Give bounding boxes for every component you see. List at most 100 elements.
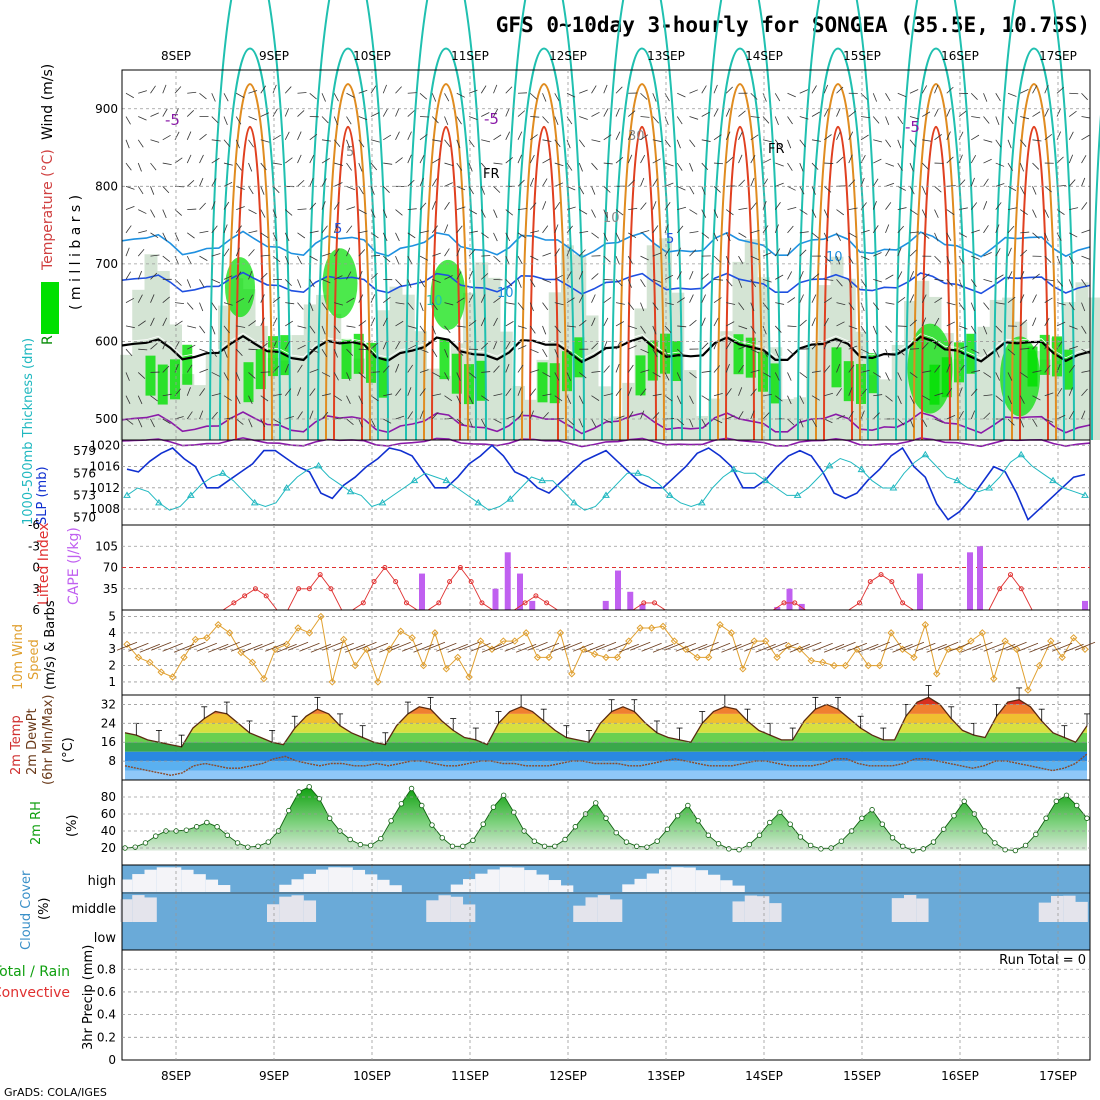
wind-barb	[970, 279, 977, 288]
wind-speed-marker	[237, 648, 245, 657]
wind-barb	[946, 302, 956, 306]
rh-marker	[593, 800, 599, 806]
wind-barb	[334, 302, 344, 306]
wind-barb	[603, 232, 608, 242]
contour-label: -5	[165, 111, 180, 129]
wind-ytick: 2	[108, 659, 116, 673]
temp-lobe	[1019, 125, 1049, 441]
wind-barb	[848, 154, 853, 164]
rh-shade-low	[891, 344, 905, 440]
wind-barb	[358, 162, 363, 172]
wind-barb	[922, 370, 932, 373]
wind-barb	[615, 302, 625, 305]
wind-barb	[223, 224, 228, 234]
wind-barb	[615, 255, 620, 265]
rh-marker	[490, 804, 497, 810]
ylabel-wind: Wind (m/s)	[40, 64, 56, 140]
wind-barb	[750, 92, 758, 100]
wind-barb	[971, 134, 980, 141]
cloud-mid-bar	[585, 897, 598, 922]
wind-barb	[1020, 231, 1030, 234]
rh-marker	[674, 813, 681, 819]
wind-speed-marker	[522, 629, 530, 637]
wind-barb	[689, 209, 698, 215]
wind-barb	[517, 345, 527, 350]
wind-barb	[235, 162, 242, 171]
contour-label: 30	[628, 129, 645, 144]
wind-barb	[468, 230, 478, 234]
temp-lobe	[513, 47, 575, 441]
wind-barb	[137, 372, 146, 379]
cloud-high-bar	[352, 869, 366, 892]
wind-barb	[554, 93, 560, 102]
wind-barb-10m	[447, 643, 468, 653]
rh-marker	[439, 835, 445, 841]
wind-barb	[909, 294, 915, 303]
li-marker	[792, 600, 798, 606]
wind-barb	[1032, 162, 1040, 170]
wind-barb	[297, 279, 302, 288]
wind-barb-10m	[1017, 642, 1039, 652]
wind-barb	[934, 255, 942, 263]
wind-speed-marker	[796, 645, 804, 653]
wind-barb	[272, 186, 280, 194]
cloud-mid-bar	[132, 895, 145, 922]
wind-barb	[493, 186, 501, 193]
wind-barb	[689, 139, 696, 148]
wind-barb	[284, 108, 290, 117]
wind-barb	[505, 302, 515, 305]
cape-bar	[419, 573, 425, 610]
wind-barb	[873, 252, 882, 257]
wind-barb	[591, 232, 599, 239]
wind-barb	[1081, 302, 1086, 312]
day-label-top: 8SEP	[161, 49, 191, 63]
wind-barb	[591, 111, 600, 117]
wind-barb	[799, 186, 805, 195]
li-marker	[457, 565, 463, 570]
wind-barb	[873, 372, 882, 378]
rh-marker	[910, 847, 916, 854]
wind-barb	[922, 111, 931, 117]
wind-barb	[199, 388, 206, 396]
wind-barb	[713, 365, 721, 373]
rh-shade-high	[672, 341, 683, 382]
ylabel-degc: (°C)	[61, 737, 76, 763]
wind-barb-10m	[151, 641, 172, 651]
wind-barb	[909, 186, 915, 195]
day-label-top: 13SEP	[647, 49, 685, 63]
wind-barb	[284, 232, 290, 242]
wind-barb	[272, 340, 277, 350]
slp-frame	[121, 439, 1091, 526]
wind-barb	[787, 325, 797, 328]
wind-barb	[1044, 133, 1053, 141]
dewpoint-line	[124, 753, 1088, 777]
wind-barb	[334, 182, 343, 187]
wind-barb	[628, 232, 637, 238]
wind-barb	[811, 395, 820, 401]
rh-shade-high	[157, 364, 168, 405]
wind-barb	[836, 363, 841, 373]
wind-barb	[1044, 418, 1054, 423]
wind-speed-marker	[1081, 645, 1089, 653]
wind-barb	[787, 418, 795, 426]
wind-barb	[199, 410, 204, 420]
wind-barb	[762, 412, 770, 420]
wind-barb	[787, 139, 792, 149]
wind-barb	[1069, 207, 1079, 210]
wind-barb	[799, 319, 807, 327]
wind-barb	[995, 349, 1000, 358]
wind-barb	[138, 320, 146, 327]
wind-barb	[150, 317, 155, 327]
wind-barb	[640, 230, 650, 234]
wind-barb	[775, 162, 784, 167]
wind-barb	[787, 116, 793, 125]
cloud-mid-bar	[757, 896, 770, 922]
wind-barb	[848, 110, 857, 117]
wind-barb	[738, 179, 746, 187]
wind-barb	[272, 134, 281, 141]
wind-barb	[358, 209, 367, 215]
wind-barb	[248, 270, 253, 280]
wind-barb	[909, 162, 914, 172]
wind-barb	[627, 255, 634, 265]
wind-barb	[897, 207, 907, 210]
